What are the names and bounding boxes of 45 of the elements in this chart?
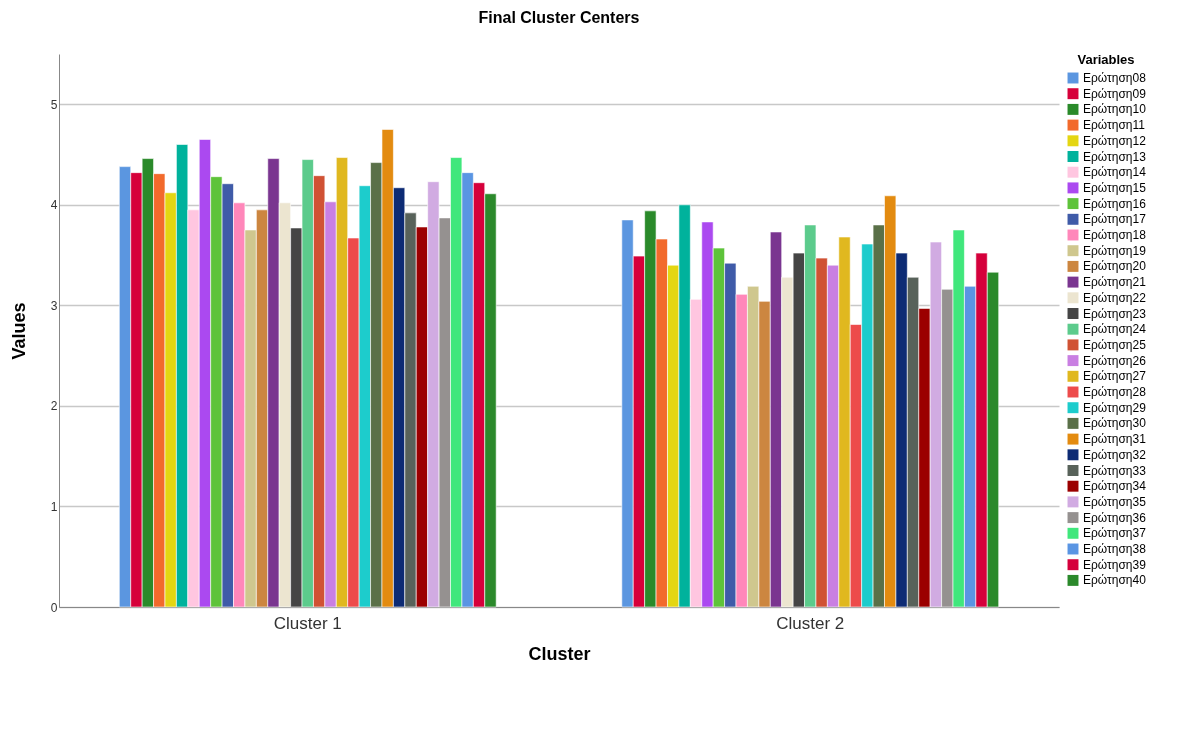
y-axis-title: Values <box>8 302 29 360</box>
legend-label: Ερώτηση31 <box>1083 432 1147 447</box>
legend-label: Ερώτηση32 <box>1083 447 1147 462</box>
legend-label: Ερώτηση10 <box>1083 102 1147 117</box>
legend-label: Ερώτηση20 <box>1083 259 1147 274</box>
legend-label: Ερώτηση23 <box>1083 306 1147 321</box>
legend-label: Ερώτηση16 <box>1083 196 1147 211</box>
legend-title: Variables <box>1077 52 1135 67</box>
x-tick-label: Cluster 1 <box>273 613 342 633</box>
legend-label: Ερώτηση33 <box>1083 463 1147 478</box>
legend-label: Ερώτηση37 <box>1083 526 1147 541</box>
legend-label: Ερώτηση27 <box>1083 369 1147 384</box>
legend-label: Ερώτηση19 <box>1083 243 1147 258</box>
y-tick-label: 4 <box>50 198 58 213</box>
x-axis-title: Cluster <box>528 643 591 664</box>
legend-label: Ερώτηση34 <box>1083 479 1147 494</box>
y-tick-label: 3 <box>50 298 58 313</box>
y-tick-label: 1 <box>50 499 58 514</box>
legend-label: Ερώτηση12 <box>1083 133 1147 148</box>
y-tick-label: 5 <box>50 97 58 112</box>
legend-label: Ερώτηση17 <box>1083 212 1147 227</box>
legend-label: Ερώτηση28 <box>1083 385 1147 399</box>
legend-label: Ερώτηση29 <box>1083 400 1147 415</box>
legend-label: Ερώτηση36 <box>1083 510 1147 525</box>
y-tick-label: 0 <box>50 600 58 615</box>
legend-label: Ερώτηση39 <box>1083 557 1147 572</box>
legend-label: Ερώτηση15 <box>1083 180 1147 195</box>
legend-label: Ερώτηση40 <box>1083 573 1147 588</box>
legend-label: Ερώτηση25 <box>1083 337 1147 352</box>
y-tick-label: 2 <box>50 399 58 414</box>
x-tick-label: Cluster 2 <box>776 613 845 633</box>
legend-label: Ερώτηση30 <box>1083 416 1147 431</box>
legend-label: Ερώτηση14 <box>1083 165 1147 180</box>
legend-label: Ερώτηση21 <box>1083 275 1147 290</box>
chart-title: Final Cluster Centers <box>478 9 640 26</box>
legend-label: Ερώτηση08 <box>1083 71 1147 85</box>
legend-label: Ερώτηση09 <box>1083 86 1147 101</box>
legend-label: Ερώτηση22 <box>1083 290 1147 305</box>
legend-label: Ερώτηση26 <box>1083 353 1147 368</box>
legend-label: Ερώτηση11 <box>1083 118 1146 133</box>
legend-label: Ερώτηση13 <box>1083 149 1147 164</box>
legend-label: Ερώτηση18 <box>1083 228 1147 242</box>
legend-label: Ερώτηση38 <box>1083 542 1147 556</box>
legend-label: Ερώτηση35 <box>1083 494 1147 509</box>
legend-label: Ερώτηση24 <box>1083 322 1147 337</box>
